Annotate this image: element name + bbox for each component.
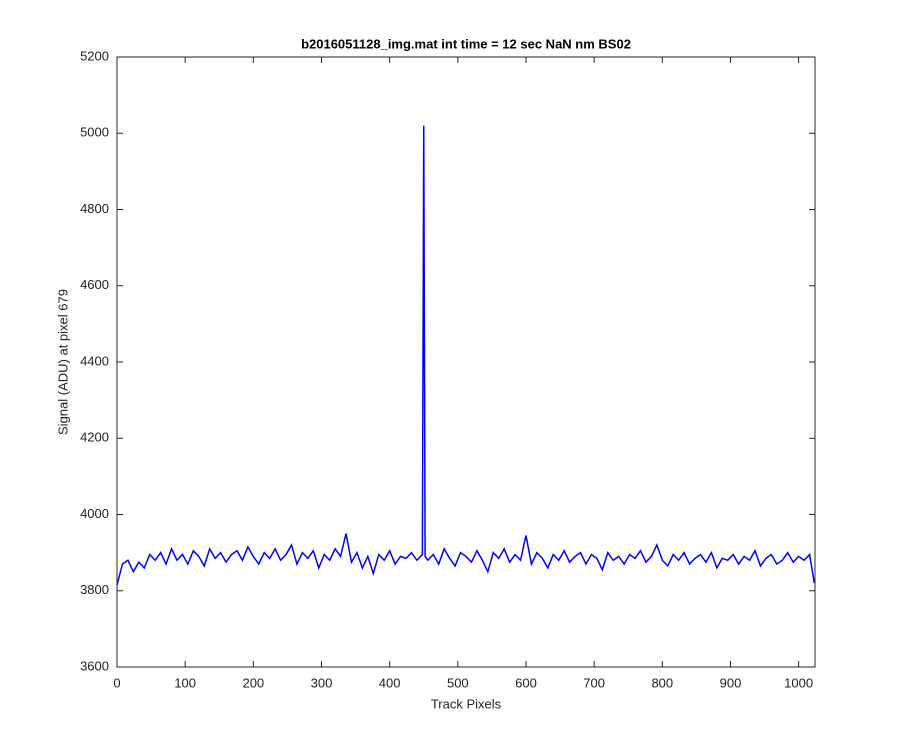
axes-box: [116, 56, 816, 668]
y-tick-label: 3800: [80, 582, 109, 597]
x-tick-label: 300: [311, 675, 333, 690]
y-tick-label: 5200: [80, 48, 109, 63]
x-tick-label: 700: [583, 675, 605, 690]
y-axis-label: Signal (ADU) at pixel 679: [55, 289, 70, 435]
x-tick-label: 500: [447, 675, 469, 690]
y-tick-label: 4000: [80, 506, 109, 521]
x-tick-label: 200: [242, 675, 264, 690]
y-tick-label: 4200: [80, 430, 109, 445]
x-tick-label: 0: [113, 675, 120, 690]
x-tick-label: 800: [651, 675, 673, 690]
x-tick-label: 900: [720, 675, 742, 690]
y-tick-label: 5000: [80, 125, 109, 140]
y-tick-label: 4600: [80, 277, 109, 292]
y-tick-label: 4400: [80, 353, 109, 368]
y-tick-label: 3600: [80, 658, 109, 673]
x-tick-label: 600: [515, 675, 537, 690]
plot-area: [117, 57, 815, 667]
data-line: [116, 125, 816, 586]
x-axis-label: Track Pixels: [431, 696, 502, 711]
x-tick-label: 100: [174, 675, 196, 690]
y-tick-label: 4800: [80, 201, 109, 216]
x-tick-label: 1000: [784, 675, 813, 690]
chart-title: b2016051128_img.mat int time = 12 sec Na…: [301, 36, 631, 51]
x-tick-label: 400: [379, 675, 401, 690]
